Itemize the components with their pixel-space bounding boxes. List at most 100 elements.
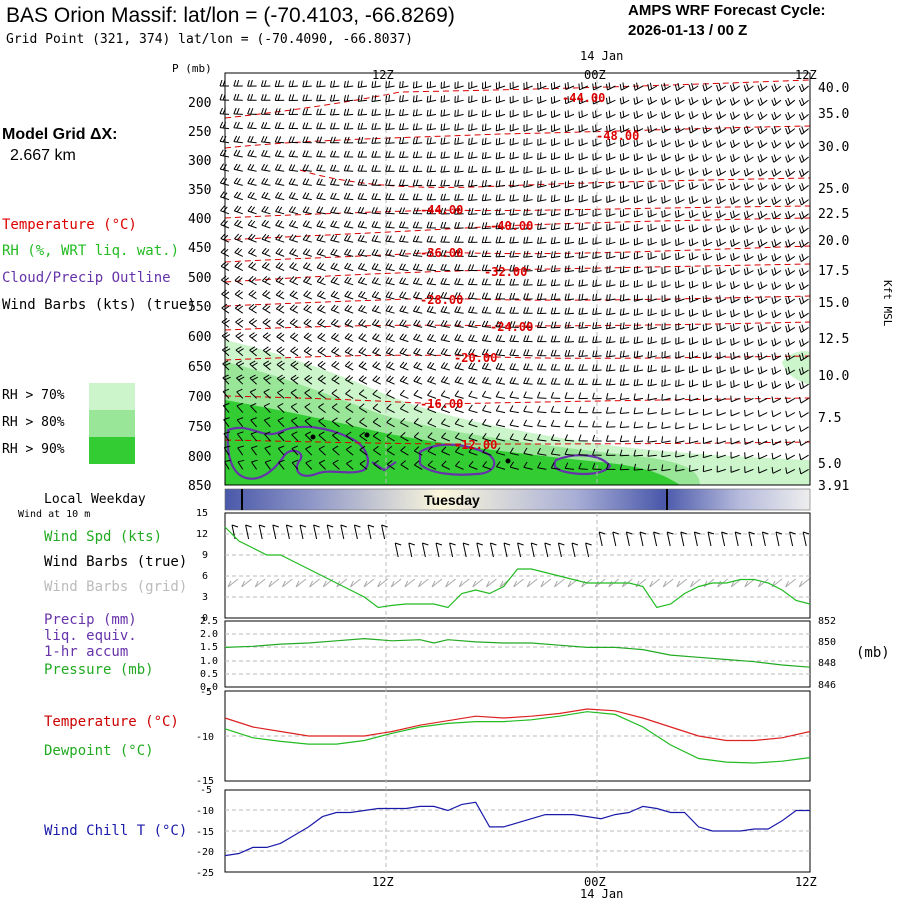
wind-barb <box>743 224 754 234</box>
wind-barb <box>247 94 257 101</box>
wind-barb <box>675 337 685 345</box>
cloud-outline <box>371 461 397 472</box>
wind-barb <box>661 223 671 232</box>
wind-barb <box>398 221 409 229</box>
wind-barb <box>509 109 519 118</box>
wind-barb <box>674 125 685 134</box>
pressure-tick: 650 <box>188 360 211 375</box>
wind-barb <box>799 467 809 475</box>
wind-barb <box>440 362 450 371</box>
wind-barb <box>495 334 506 343</box>
wind-barb <box>730 437 740 445</box>
wind-barb <box>716 224 727 233</box>
wind-barb <box>633 407 644 415</box>
wind-barb <box>482 123 492 132</box>
surface-wind-barb <box>408 542 415 558</box>
wind-barb <box>495 137 506 146</box>
wind-speed-series <box>224 526 811 609</box>
isotherm-label: -44.00 <box>562 91 605 105</box>
wind-barb <box>345 417 354 428</box>
wind-barb <box>688 125 699 134</box>
wind-barb <box>331 389 340 399</box>
cloud-outline <box>418 443 496 476</box>
wind-barb <box>675 238 685 247</box>
surface-wind-barb <box>326 524 334 540</box>
wind-barb <box>675 294 685 303</box>
temp-ytick: -5 <box>200 687 212 698</box>
wind-barb <box>606 308 616 316</box>
wind-barb <box>495 250 506 258</box>
weekday-day: Tuesday <box>424 492 480 508</box>
wind-barb <box>702 167 713 177</box>
wind-barb <box>674 111 685 120</box>
wind-barb <box>523 138 533 146</box>
wind-barb <box>536 335 547 343</box>
wind-barb <box>523 194 533 202</box>
surface-wind-barb <box>367 524 375 540</box>
surface-wind-barb <box>340 524 347 540</box>
wind-barb <box>743 309 754 318</box>
wind-barb <box>689 394 699 402</box>
wind-barb <box>688 167 699 176</box>
wind-barb <box>398 179 409 186</box>
wind-barb <box>564 406 575 414</box>
surface-wind-barb <box>245 524 252 540</box>
wind-barb <box>343 108 354 116</box>
wind-barb <box>274 163 285 172</box>
wind-barb <box>674 96 685 106</box>
wind-barb <box>647 294 657 303</box>
pressure-tick: 600 <box>188 330 211 345</box>
wind-barb <box>550 265 561 273</box>
wind-barb <box>399 319 409 328</box>
wind-barb <box>688 238 699 247</box>
wind-barb <box>675 394 685 402</box>
wind-barb <box>261 191 271 201</box>
wind-barb <box>233 163 243 172</box>
wind-barb <box>343 178 354 186</box>
wind-barb <box>386 403 395 414</box>
wind-barb <box>716 210 727 219</box>
rh-key-70-label: RH > 70% <box>2 388 65 403</box>
wind-barb <box>426 81 437 89</box>
rh-90-fill <box>225 400 680 485</box>
wind-barb <box>798 282 809 291</box>
wind-barb <box>578 321 588 329</box>
wind-barb <box>290 388 299 399</box>
wind-barb <box>606 237 616 246</box>
wind-barb <box>316 164 326 172</box>
wind-barb <box>495 109 506 118</box>
wind-barb <box>702 125 713 134</box>
rh-key-90-swatch <box>89 437 135 464</box>
wind-barb <box>647 364 657 373</box>
wind-barb <box>371 179 381 186</box>
wind-barb <box>289 276 299 286</box>
wind-barb <box>633 124 644 133</box>
wind-barb <box>289 332 299 343</box>
wind-barb <box>386 446 395 456</box>
surface-wind-barb <box>489 542 497 558</box>
wind-barb <box>482 433 492 442</box>
wind-barb <box>343 80 354 88</box>
wind-ytick: 15 <box>196 508 208 519</box>
wind-barb <box>647 125 658 134</box>
wind-barb <box>647 393 657 401</box>
wind-barb <box>592 138 602 147</box>
wind-barb <box>236 402 244 413</box>
wind-barb <box>523 152 533 160</box>
wind-barb <box>440 277 450 286</box>
wind-barb <box>688 97 699 106</box>
wind-barb <box>454 137 464 145</box>
wind-barb <box>344 361 354 371</box>
wind-barb <box>605 449 616 456</box>
wind-barb <box>619 322 630 330</box>
wind-barb <box>412 249 423 257</box>
wind-barb <box>481 292 492 300</box>
wind-barb <box>236 388 244 399</box>
altitude-tick: 35.0 <box>818 107 849 122</box>
wind-barb <box>730 281 740 290</box>
wind-barb <box>578 335 588 343</box>
wind-barb <box>316 108 326 116</box>
wind-barb <box>398 137 409 145</box>
wind-barb <box>798 154 809 163</box>
wind-barb <box>523 391 533 399</box>
